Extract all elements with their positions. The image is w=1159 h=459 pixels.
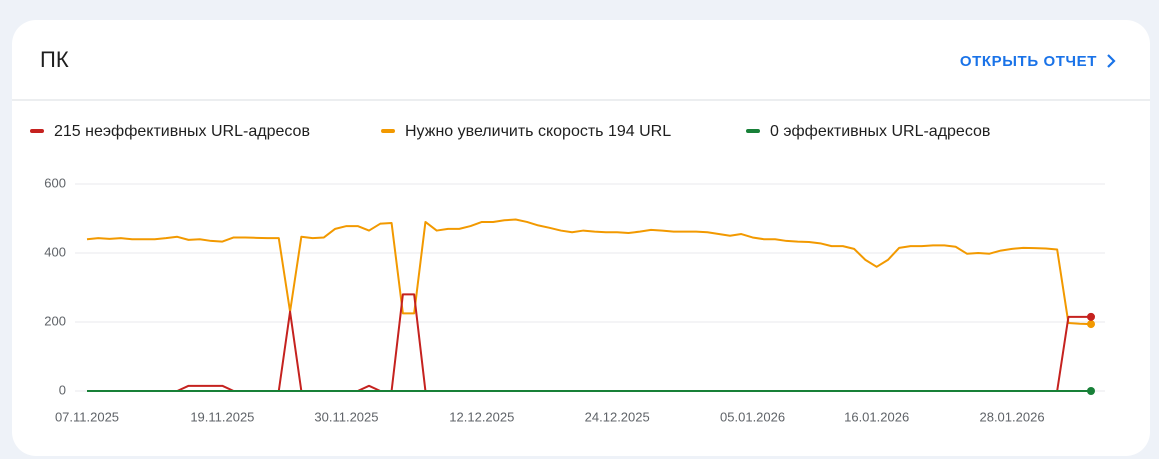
end-point: [1087, 312, 1095, 321]
legend-label: 0 эффективных URL-адресов: [770, 123, 990, 140]
y-tick-label: 0: [59, 382, 66, 397]
legend-item[interactable]: 215 неэффективных URL-адресов: [30, 123, 310, 140]
x-tick-label: 28.01.2026: [979, 409, 1044, 424]
legend-label: Нужно увеличить скорость 194 URL: [405, 123, 671, 140]
end-point: [1087, 387, 1095, 395]
x-tick-label: 24.12.2025: [585, 409, 650, 424]
y-tick-label: 400: [44, 244, 66, 259]
x-tick-label: 30.11.2025: [314, 409, 378, 424]
card: [12, 20, 1150, 456]
legend-swatch: [746, 129, 760, 133]
open-report-link[interactable]: ОТКРЫТЬ ОТЧЕТ: [960, 53, 1116, 70]
chart: 215 неэффективных URL-адресов Нужно увели…: [30, 123, 1105, 424]
y-tick-label: 200: [44, 313, 66, 328]
legend-item[interactable]: 0 эффективных URL-адресов: [746, 123, 990, 140]
legend-item[interactable]: Нужно увеличить скорость 194 URL: [381, 123, 671, 140]
x-tick-label: 12.12.2025: [449, 409, 514, 424]
x-tick-label: 05.01.2026: [720, 409, 785, 424]
legend-swatch: [30, 129, 44, 133]
series-line: [86, 218, 1092, 326]
y-tick-label: 600: [44, 175, 66, 190]
x-tick-label: 16.01.2026: [844, 409, 909, 424]
chevron-icon: [1107, 54, 1116, 68]
card-title: ПК: [40, 47, 69, 72]
legend-swatch: [381, 129, 395, 133]
link-text[interactable]: ОТКРЫТЬ ОТЧЕТ: [960, 53, 1097, 70]
end-point: [1087, 320, 1095, 329]
x-tick-label: 19.11.2025: [190, 409, 254, 424]
x-tick-label: 07.11.2025: [55, 409, 119, 424]
legend-label: 215 неэффективных URL-адресов: [54, 123, 310, 140]
